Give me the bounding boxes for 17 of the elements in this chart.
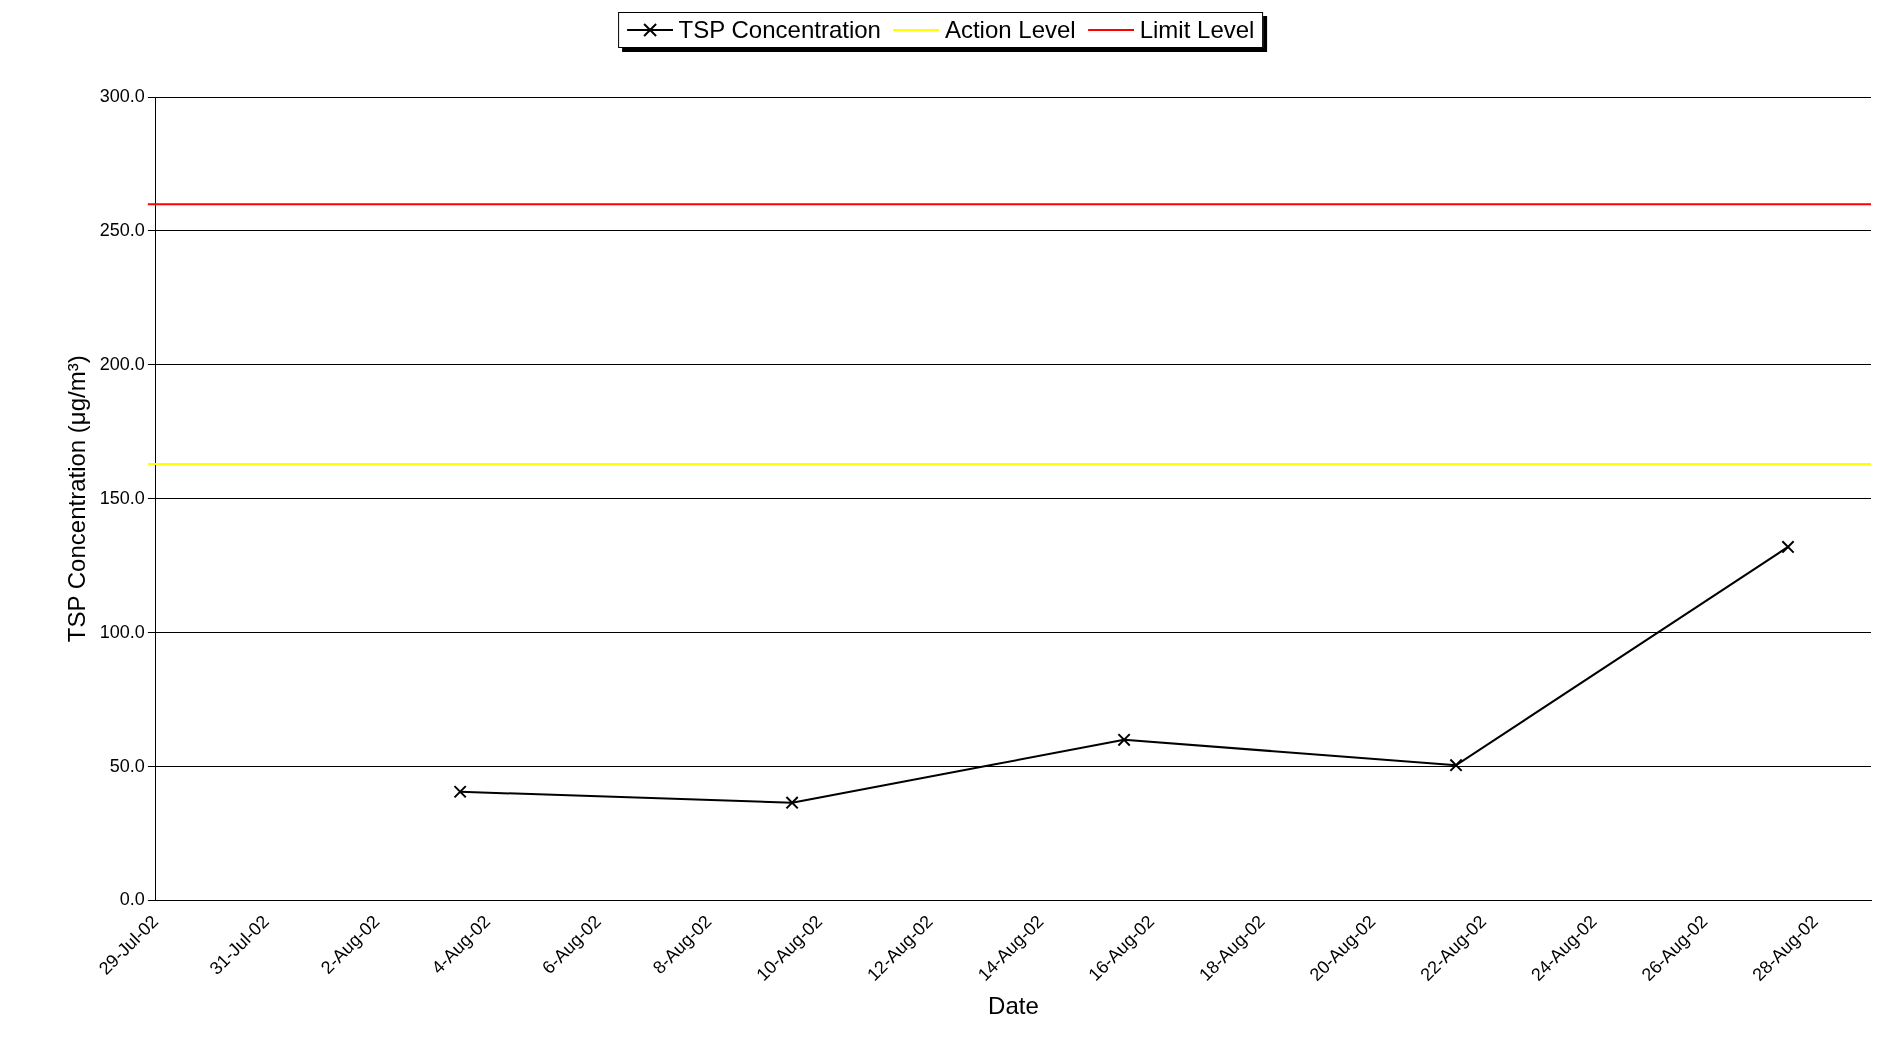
point	[785, 796, 799, 810]
y-tick-label: 250.0	[99, 219, 145, 240]
point	[1117, 733, 1131, 747]
point	[1781, 540, 1795, 554]
legend-label: Action Level	[944, 16, 1076, 44]
y-tick-label: 0.0	[119, 889, 145, 910]
y-tick-label: 100.0	[99, 621, 145, 642]
y-tick-label: 150.0	[99, 487, 145, 508]
y-tick-label: 50.0	[109, 755, 145, 776]
point	[1449, 758, 1463, 772]
y-tick-label: 200.0	[99, 353, 145, 374]
y-axis-title: TSP Concentration (μg/m³)	[63, 355, 91, 643]
y-tick-label: 300.0	[99, 85, 145, 106]
legend-label: Limit Level	[1139, 16, 1255, 44]
legend-label: TSP Concentration	[678, 16, 881, 44]
x-axis-title: Date	[988, 992, 1039, 1020]
point	[453, 785, 467, 799]
